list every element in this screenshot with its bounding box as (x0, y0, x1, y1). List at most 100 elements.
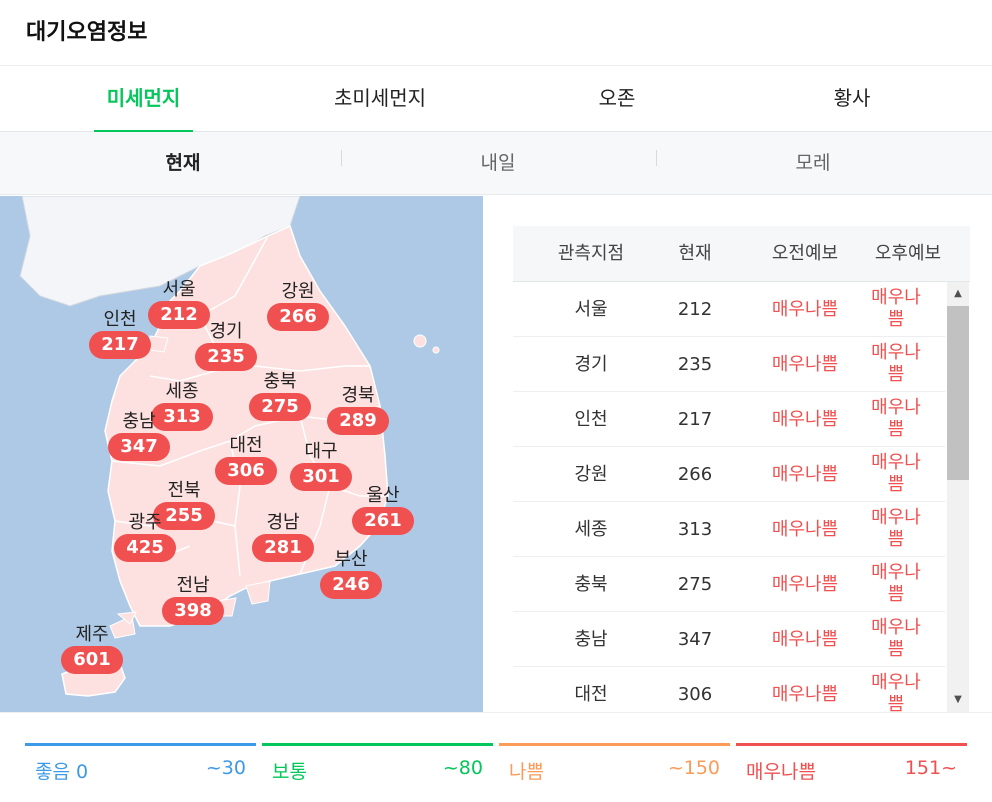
pm-cell: 매우나쁨 (871, 287, 921, 330)
region-name: 인천 (103, 309, 137, 330)
subtab-now[interactable]: 현재 (165, 152, 201, 174)
col-pm-forecast: 오후예보 (874, 243, 942, 264)
region-value: 212 (148, 301, 210, 329)
am-cell: 매우나쁨 (771, 409, 839, 430)
tab-ozone[interactable]: 오존 (598, 86, 636, 110)
am-cell: 매우나쁨 (771, 684, 839, 705)
pm-cell: 매우나쁨 (871, 342, 921, 385)
station-cell: 강원 (574, 464, 608, 485)
am-cell: 매우나쁨 (771, 519, 839, 540)
region-daegu[interactable]: 대구 301 (281, 442, 361, 491)
region-gyeongnam[interactable]: 경남 281 (243, 513, 323, 562)
now-cell: 212 (677, 299, 713, 320)
region-name: 울산 (366, 485, 400, 506)
region-name: 전북 (167, 480, 201, 501)
tab-pm10[interactable]: 미세먼지 (94, 66, 193, 133)
am-cell: 매우나쁨 (771, 464, 839, 485)
table-row: 경기 235 매우나쁨 매우나쁨 (513, 337, 945, 392)
legend-range: ~30 (205, 757, 246, 779)
region-value: 255 (153, 502, 215, 530)
region-gyeonggi[interactable]: 경기 235 (186, 322, 266, 371)
region-name: 대구 (304, 441, 338, 462)
pm-cell: 매우나쁨 (871, 452, 921, 495)
station-cell: 대전 (574, 684, 608, 705)
region-busan[interactable]: 부산 246 (311, 550, 391, 599)
region-value: 275 (249, 393, 311, 421)
region-jeonbuk[interactable]: 전북 255 (144, 481, 224, 530)
region-name: 광주 (128, 512, 162, 533)
region-gwangju[interactable]: 광주 425 (105, 513, 185, 562)
now-cell: 306 (677, 684, 713, 705)
region-gangwon[interactable]: 강원 266 (258, 282, 338, 331)
legend-good-bar (25, 743, 256, 746)
table-row: 충북 275 매우나쁨 매우나쁨 (513, 557, 945, 612)
pm-cell: 매우나쁨 (871, 507, 921, 550)
station-table: 관측지점 현재 오전예보 오후예보 서울 212 매우나쁨 매우나쁨 경기 23… (513, 226, 970, 712)
region-jeonnam[interactable]: 전남 398 (153, 576, 233, 625)
scroll-up-icon[interactable]: ▲ (954, 288, 962, 299)
region-gyeongbuk[interactable]: 경북 289 (318, 386, 398, 435)
pm-cell: 매우나쁨 (871, 562, 921, 605)
station-cell: 충남 (574, 629, 608, 650)
col-am-forecast: 오전예보 (771, 243, 839, 264)
region-value: 246 (320, 571, 382, 599)
scroll-down-icon[interactable]: ▼ (954, 694, 962, 705)
now-cell: 275 (677, 574, 713, 595)
legend-bad-bar (499, 743, 730, 746)
station-cell: 세종 (574, 519, 608, 540)
table-body[interactable]: 서울 212 매우나쁨 매우나쁨 경기 235 매우나쁨 매우나쁨 인천 217… (513, 282, 970, 712)
region-name: 경북 (341, 385, 375, 406)
subtab-tomorrow[interactable]: 내일 (480, 152, 516, 174)
region-name: 서울 (162, 279, 196, 300)
region-incheon[interactable]: 인천 217 (80, 310, 160, 359)
region-ulsan[interactable]: 울산 261 (343, 486, 423, 535)
legend-range: ~80 (442, 757, 483, 779)
scroll-thumb[interactable] (947, 306, 969, 480)
legend-normal-bar (262, 743, 493, 746)
legend-very-bad: 매우나쁨 151~ (736, 743, 967, 793)
legend-good: 좋음 0 ~30 (25, 743, 256, 793)
table-header: 관측지점 현재 오전예보 오후예보 (513, 226, 970, 282)
legend-range: ~150 (667, 757, 720, 779)
station-cell: 충북 (574, 574, 608, 595)
region-daejeon[interactable]: 대전 306 (206, 436, 286, 485)
region-chungnam[interactable]: 충남 347 (99, 412, 179, 461)
region-name: 전남 (176, 575, 210, 596)
table-row: 대전 306 매우나쁨 매우나쁨 (513, 667, 945, 712)
now-cell: 347 (677, 629, 713, 650)
region-jeju[interactable]: 제주 601 (52, 625, 132, 674)
region-value: 217 (89, 331, 151, 359)
region-value: 266 (267, 303, 329, 331)
region-name: 충북 (263, 371, 297, 392)
legend-normal: 보통 ~80 (262, 743, 493, 793)
am-cell: 매우나쁨 (771, 299, 839, 320)
level-legend: 좋음 0 ~30 보통 ~80 나쁨 ~150 매우나쁨 151~ (0, 712, 992, 802)
region-value: 301 (290, 463, 352, 491)
region-name: 강원 (281, 281, 315, 302)
region-name: 제주 (75, 624, 109, 645)
col-now: 현재 (678, 243, 712, 264)
app-title: 대기오염정보 (26, 20, 148, 45)
subtab-day-after[interactable]: 모레 (795, 152, 831, 174)
region-sejong[interactable]: 세종 313 (142, 382, 222, 431)
region-value: 235 (195, 343, 257, 371)
now-cell: 313 (677, 519, 713, 540)
tab-pm25[interactable]: 초미세먼지 (334, 86, 426, 110)
region-seoul[interactable]: 서울 212 (139, 280, 219, 329)
subtab-divider (656, 150, 657, 166)
region-value: 306 (215, 457, 277, 485)
table-scrollbar[interactable]: ▲ ▼ (947, 282, 969, 712)
region-chungbuk[interactable]: 충북 275 (240, 372, 320, 421)
tab-yellow-dust[interactable]: 황사 (833, 86, 871, 110)
now-cell: 217 (677, 409, 713, 430)
table-row: 세종 313 매우나쁨 매우나쁨 (513, 502, 945, 557)
pm-cell: 매우나쁨 (871, 672, 921, 712)
am-cell: 매우나쁨 (771, 354, 839, 375)
legend-label: 좋음 0 (35, 761, 89, 783)
table-row: 인천 217 매우나쁨 매우나쁨 (513, 392, 945, 447)
region-name: 대전 (229, 435, 263, 456)
table-row: 충남 347 매우나쁨 매우나쁨 (513, 612, 945, 667)
station-cell: 서울 (574, 299, 608, 320)
am-cell: 매우나쁨 (771, 629, 839, 650)
legend-bad: 나쁨 ~150 (499, 743, 730, 793)
